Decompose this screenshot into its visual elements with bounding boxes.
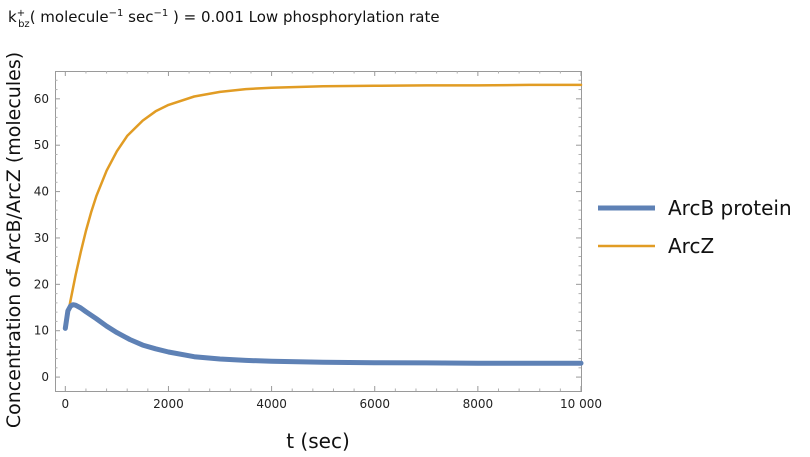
x-axis-title: t (sec) [286, 429, 350, 453]
x-tick-label: 10 000 [560, 397, 602, 411]
x-tick-label: 6000 [359, 397, 390, 411]
title-superscript: + [17, 8, 25, 19]
y-tick-label: 50 [34, 138, 49, 152]
series-layer [62, 83, 584, 366]
y-tick-label: 30 [34, 231, 49, 245]
y-axis-title: Concentration of ArcB/ArcZ (molecules) [3, 52, 25, 428]
title-exp2: −1 [153, 8, 168, 19]
x-tick-label: 0 [61, 397, 69, 411]
title-units2: sec [123, 8, 153, 26]
series-line-arcb-protein [62, 302, 584, 366]
x-tick-label: 2000 [153, 397, 184, 411]
y-tick-label: 10 [34, 324, 49, 338]
y-tick-label: 40 [34, 185, 49, 199]
legend-label-arcz: ArcZ [668, 234, 714, 258]
chart-title: k+ bz( molecule−1 sec−1 ) = 0.001 Low pho… [8, 8, 440, 30]
title-units: ( molecule [30, 8, 109, 26]
plot-frame [55, 71, 582, 392]
y-tick-label: 0 [41, 370, 49, 384]
y-tick-label: 20 [34, 277, 49, 291]
title-subscript: bz [18, 19, 30, 30]
x-tick-label: 8000 [463, 397, 494, 411]
x-tick-label: 4000 [256, 397, 287, 411]
series-line-arcz [64, 83, 583, 330]
title-units3: ) = 0.001 Low phosphorylation rate [168, 8, 439, 26]
title-symbol: k [8, 8, 17, 26]
title-exp1: −1 [109, 8, 124, 19]
y-tick-label: 60 [34, 92, 49, 106]
axis-ticks: 0 2000 4000 6000 8000 10 000 0 10 20 30 40 50 60 [34, 71, 602, 411]
legend: ArcB protein ArcZ [598, 196, 792, 258]
legend-label-arcb-protein: ArcB protein [668, 196, 792, 220]
